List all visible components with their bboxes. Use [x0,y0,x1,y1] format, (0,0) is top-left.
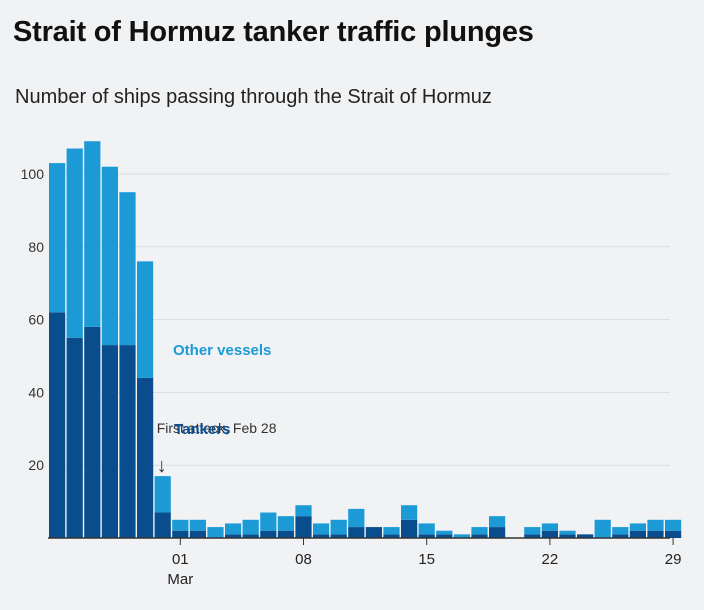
bar-other-vessels [49,163,66,313]
bar-tankers [541,530,558,538]
bar-tankers [84,326,101,538]
y-tick-label: 20 [28,457,44,473]
bar-other-vessels [207,527,224,538]
bar-tankers [154,512,171,538]
bar-tankers [189,530,206,538]
bar-other-vessels [665,519,682,531]
y-tick-label: 60 [28,312,44,328]
bar-tankers [489,527,506,538]
bar-other-vessels [401,505,418,520]
y-axis-ticks: 20 40 60 80 100 [21,166,45,473]
bar-tankers [348,527,365,538]
bar-tankers [137,377,154,538]
bar-tankers [295,516,312,538]
bar-other-vessels [629,523,646,531]
y-tick-label: 100 [21,166,45,182]
bar-tankers [471,534,488,538]
bar-other-vessels [189,519,206,531]
bar-other-vessels [383,527,400,535]
bar-other-vessels [101,166,118,346]
legend-other-vessels: Other vessels [173,342,271,359]
bar-other-vessels [541,523,558,531]
bar-tankers [119,345,136,538]
annotation-label: First attack, Feb 28 [157,420,277,436]
x-tick-label: 15 [418,551,435,568]
bar-other-vessels [348,508,365,528]
x-axis-ticks: 01 Mar 08 15 22 29 [167,538,681,588]
bar-other-vessels [225,523,242,535]
bar-other-vessels [436,530,453,535]
y-tick-label: 80 [28,239,44,255]
bar-tankers [49,312,66,538]
x-tick-label: 22 [542,551,559,568]
bar-tankers [225,534,242,538]
bar-other-vessels [277,516,294,531]
bar-tankers [313,534,330,538]
bar-other-vessels [154,476,171,513]
legend-tankers: Tankers [174,421,230,438]
bar-tankers [418,534,435,538]
bar-tankers [330,534,347,538]
bar-other-vessels [647,519,664,531]
bar-tankers [277,530,294,538]
bar-tankers [559,534,576,538]
bars [49,141,682,538]
bar-tankers [66,337,83,538]
x-tick-label: 29 [665,551,682,568]
bar-tankers [383,534,400,538]
x-tick-label: 01 [172,551,189,568]
bar-tankers [629,530,646,538]
bar-other-vessels [330,519,347,535]
bar-tankers [436,534,453,538]
bar-tankers [101,345,118,538]
bar-other-vessels [66,148,83,338]
annotations: First attack, Feb 28 ↓ [157,420,277,477]
bar-other-vessels [453,534,470,538]
bar-other-vessels [489,516,506,528]
bar-other-vessels [559,530,576,535]
bar-other-vessels [172,519,189,531]
bar-other-vessels [313,523,330,535]
bar-other-vessels [137,261,154,378]
bar-tankers [612,534,629,538]
bar-other-vessels [84,141,101,327]
bar-other-vessels [418,523,435,535]
bar-other-vessels [612,527,629,535]
bar-other-vessels [471,527,488,535]
bar-other-vessels [295,505,312,517]
legend: Other vessels Tankers [173,342,271,438]
grid-lines [50,173,670,466]
annotation-arrow-icon: ↓ [157,455,167,477]
bar-other-vessels [119,192,136,346]
bar-tankers [577,534,594,538]
bar-other-vessels [242,519,259,535]
bar-other-vessels [260,512,277,531]
bar-tankers [401,519,418,538]
bar-tankers [647,530,664,538]
bar-tankers [172,530,189,538]
chart-title: Strait of Hormuz tanker traffic plunges [13,16,534,48]
bar-tankers [524,534,541,538]
bar-other-vessels [524,527,541,535]
x-tick-label: 08 [295,551,312,568]
x-tick-sublabel: Mar [167,571,193,588]
bar-tankers [365,527,382,538]
bar-other-vessels [594,519,611,538]
bar-tankers [242,534,259,538]
chart-subtitle: Number of ships passing through the Stra… [15,86,492,108]
y-tick-label: 40 [28,384,44,400]
bar-tankers [260,530,277,538]
bar-tankers [665,530,682,538]
